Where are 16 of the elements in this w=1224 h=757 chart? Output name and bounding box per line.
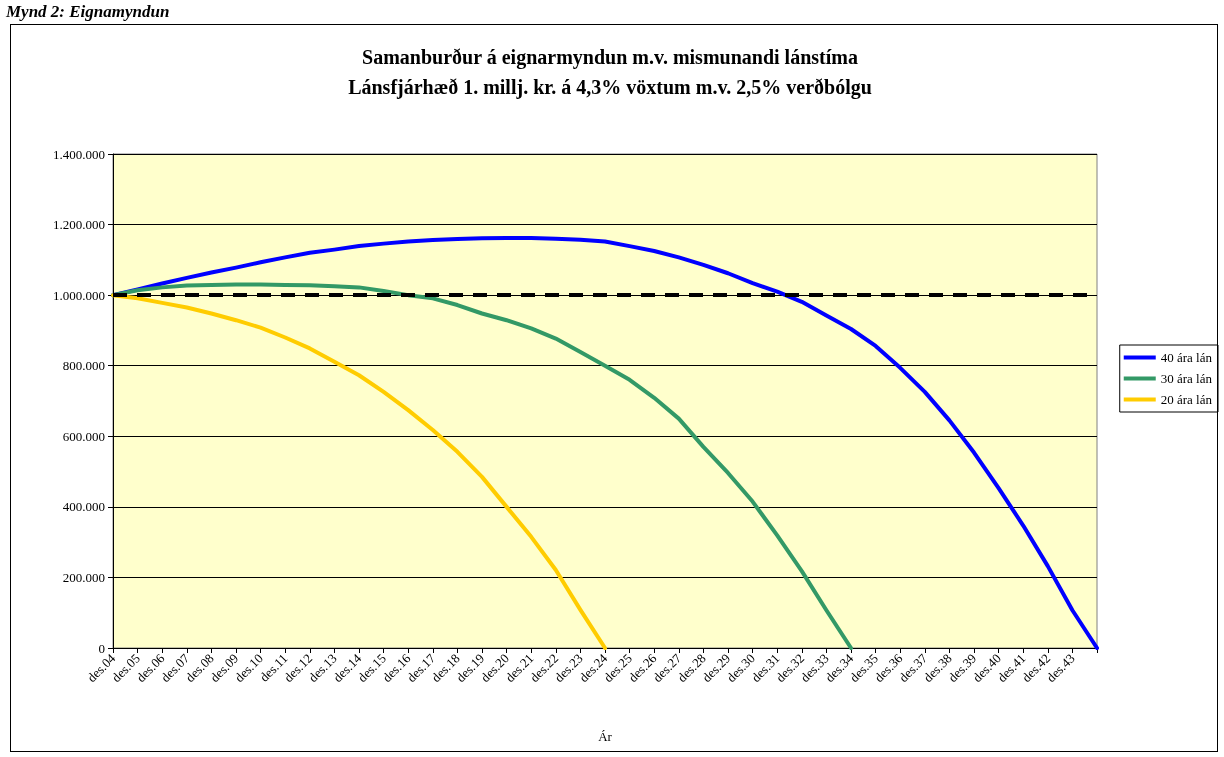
y-tick-label: 800.000 (62, 358, 105, 374)
y-tick-label: 600.000 (62, 428, 105, 444)
text: Mynd 2: Eignamyndun (6, 2, 170, 22)
line-series (111, 293, 607, 650)
legend-label: 40 ára lán (1160, 350, 1213, 365)
y-tick-label: 1.000.000 (53, 287, 105, 303)
y-tick-label: 200.000 (62, 569, 105, 585)
y-tick-label: 0 (98, 640, 105, 656)
legend-label: 30 ára lán (1160, 371, 1213, 386)
y-tick-label: 1.200.000 (53, 217, 105, 233)
legend-label: 20 ára lán (1160, 392, 1213, 407)
chart-subtitle: Lánsfjárhæð 1. millj. kr. á 4,3% vöxtum m.v. 2,5% verðbólgu (348, 76, 872, 99)
y-tick-label: 1.400.000 (53, 146, 105, 162)
chart-title: Samanburður á eignarmyndun m.v. mismunandi lánstíma (362, 46, 858, 69)
x-axis-title: Ár (598, 729, 613, 744)
y-tick-label: 400.000 (62, 499, 105, 515)
